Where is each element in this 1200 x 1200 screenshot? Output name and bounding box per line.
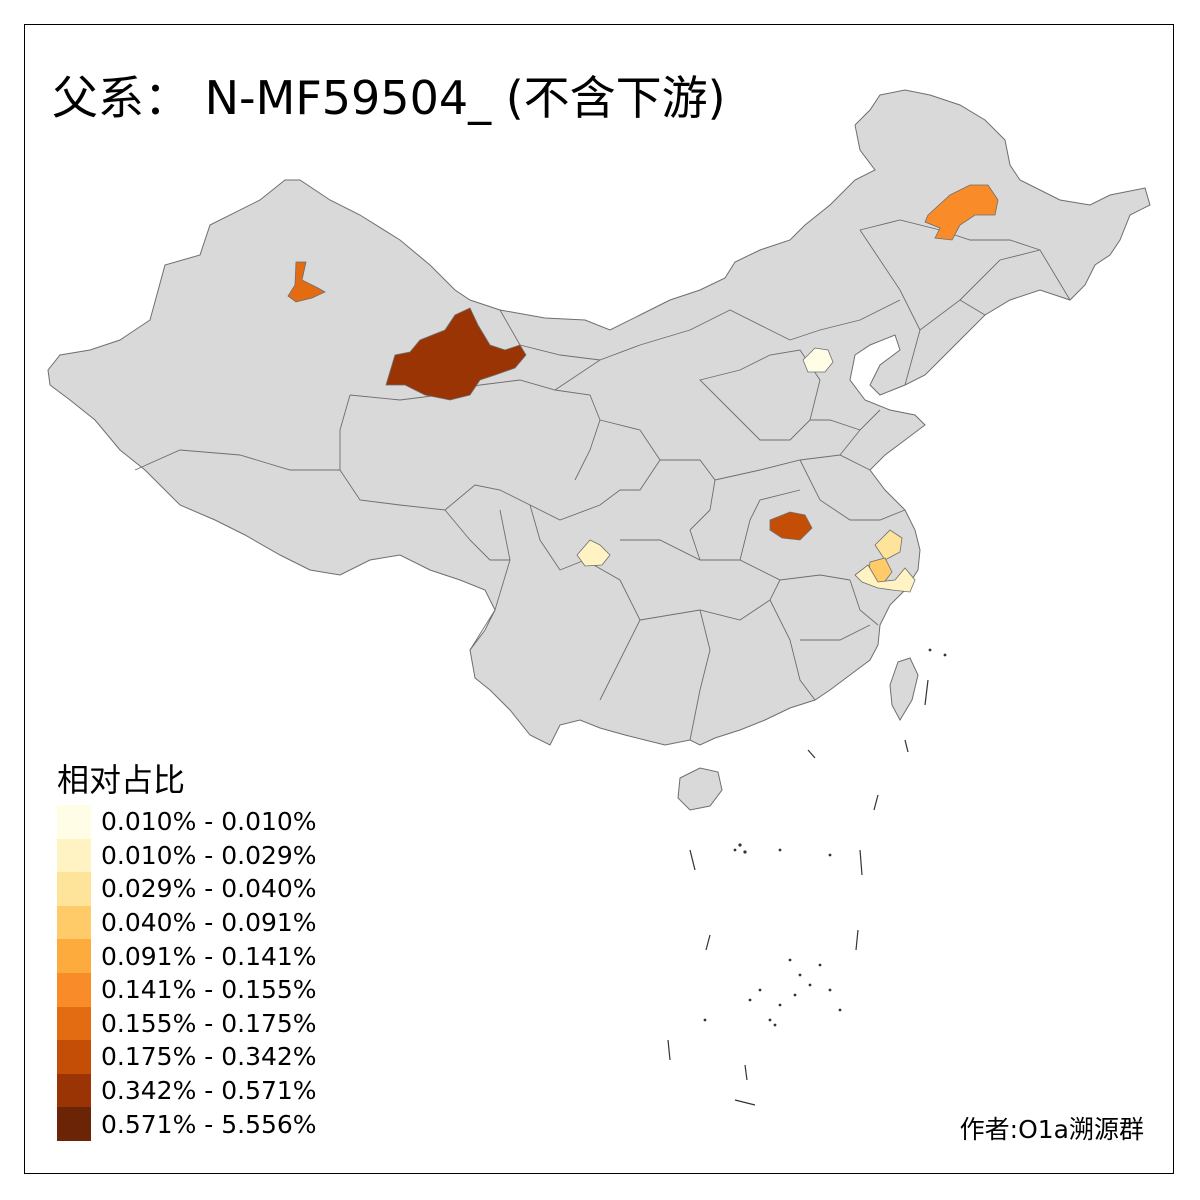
legend-item: 0.029% - 0.040%: [57, 872, 317, 906]
legend-label: 0.029% - 0.040%: [101, 874, 317, 904]
legend: 0.010% - 0.010% 0.010% - 0.029% 0.029% -…: [57, 805, 317, 1141]
legend-label: 0.342% - 0.571%: [101, 1076, 317, 1106]
legend-item: 0.342% - 0.571%: [57, 1073, 317, 1108]
author-credit: 作者:O1a溯源群: [959, 1115, 1144, 1144]
legend-item: 0.155% - 0.175%: [57, 1006, 317, 1041]
legend-item: 0.040% - 0.091%: [57, 905, 317, 940]
legend-swatch: [57, 872, 91, 906]
region-tarbagatai: [287, 261, 326, 303]
map-title: 父系： N-MF59504_ (不含下游): [52, 71, 726, 125]
legend-item: 0.091% - 0.141%: [57, 939, 317, 973]
legend-swatch: [57, 838, 91, 873]
legend-swatch: [57, 1073, 91, 1108]
legend-item: 0.010% - 0.029%: [57, 838, 317, 873]
legend-label: 0.040% - 0.091%: [101, 908, 317, 938]
legend-swatch: [57, 1040, 91, 1074]
internal-borders: [134, 219, 1071, 741]
legend-title: 相对占比: [57, 761, 186, 799]
region-jiangsu-anhui-c: [854, 564, 916, 593]
legend-swatch: [57, 939, 91, 973]
legend-label: 0.010% - 0.010%: [101, 807, 317, 837]
region-beijing: [802, 347, 834, 373]
legend-item: 0.010% - 0.010%: [57, 805, 317, 839]
legend-item: 0.175% - 0.342%: [57, 1040, 317, 1074]
legend-item: 0.571% - 5.556%: [57, 1107, 317, 1141]
legend-label: 0.571% - 5.556%: [101, 1109, 317, 1139]
region-jiangsu-anhui-a: [874, 529, 903, 561]
legend-item: 0.141% - 0.155%: [57, 972, 317, 1007]
legend-swatch: [57, 905, 91, 940]
legend-label: 0.141% - 0.155%: [101, 975, 317, 1005]
region-hulunbuir: [924, 184, 999, 241]
island-dots: [703, 648, 947, 1027]
legend-swatch: [57, 1006, 91, 1041]
legend-swatch: [57, 1107, 91, 1141]
legend-label: 0.175% - 0.342%: [101, 1042, 317, 1072]
legend-swatch: [57, 972, 91, 1007]
legend-label: 0.091% - 0.141%: [101, 941, 317, 971]
region-chengdu: [576, 539, 611, 567]
south-china-sea-islands: [667, 679, 929, 1106]
legend-label: 0.010% - 0.029%: [101, 840, 317, 870]
region-xinyang: [769, 511, 813, 541]
hainan-island: [677, 767, 723, 811]
region-haixi: [385, 307, 527, 401]
legend-swatch: [57, 805, 91, 839]
legend-label: 0.155% - 0.175%: [101, 1008, 317, 1038]
taiwan-island: [889, 657, 919, 722]
